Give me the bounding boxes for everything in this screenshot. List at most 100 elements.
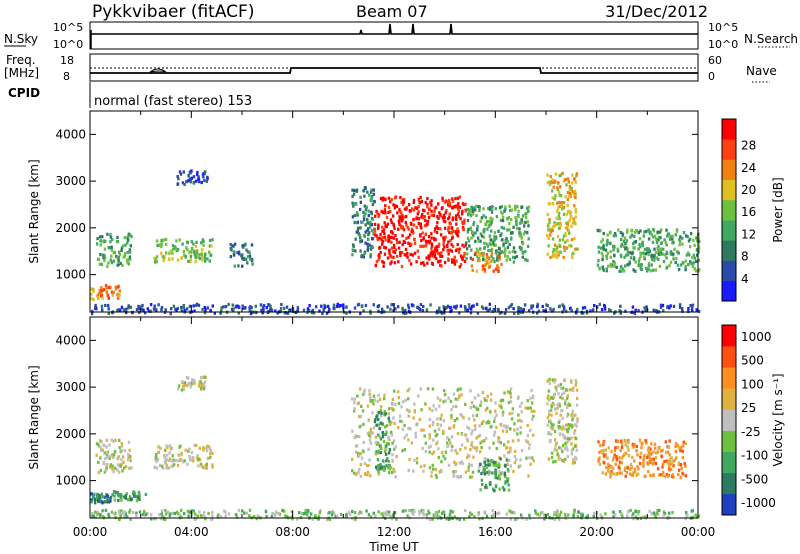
velocity-data-cell (353, 511, 357, 515)
power-data-cell (421, 244, 424, 248)
velocity-data-cell (366, 473, 369, 477)
velocity-data-cell (627, 448, 630, 452)
power-data-cell (435, 245, 439, 249)
power-data-cell (619, 304, 622, 308)
power-data-cell (400, 215, 403, 219)
velocity-data-cell (442, 400, 445, 404)
velocity-data-cell (633, 459, 636, 463)
velocity-data-cell (157, 445, 160, 449)
power-data-cell (430, 203, 433, 207)
power-data-cell (566, 239, 569, 243)
power-data-cell (366, 248, 369, 252)
power-data-cell (443, 200, 447, 204)
velocity-data-cell (662, 513, 665, 517)
power-data-cell (99, 243, 102, 247)
velocity-data-cell (450, 448, 453, 452)
power-data-cell (500, 232, 503, 236)
velocity-data-cell (412, 512, 415, 516)
nsky-panel-frame (89, 21, 699, 50)
power-data-cell (622, 239, 626, 243)
velocity-data-cell (99, 446, 103, 450)
velocity-data-cell (488, 446, 491, 450)
velocity-data-cell (128, 448, 131, 452)
velocity-data-cell (508, 427, 512, 431)
velocity-data-cell (648, 509, 651, 513)
velocity-data-cell (360, 456, 364, 460)
power-data-cell (456, 234, 460, 238)
power-data-cell (510, 217, 513, 222)
velocity-data-cell (482, 419, 485, 424)
velocity-data-cell (558, 446, 561, 450)
power-data-cell (697, 247, 701, 251)
power-data-cell (504, 308, 508, 312)
velocity-data-cell (391, 402, 394, 406)
power-echo-region (96, 232, 133, 268)
power-data-cell (155, 239, 159, 243)
velocity-data-cell (570, 413, 573, 418)
velocity-data-cell (629, 462, 633, 467)
power-data-cell (613, 261, 616, 265)
velocity-data-cell (128, 497, 131, 501)
power-data-cell (381, 307, 384, 311)
velocity-data-cell (553, 517, 557, 521)
velocity-data-cell (186, 509, 190, 513)
power-data-cell (508, 222, 511, 226)
power-data-cell (404, 247, 408, 251)
power-data-cell (681, 307, 684, 311)
velocity-data-cell (570, 423, 573, 427)
power-data-cell (609, 241, 612, 245)
power-data-cell (660, 228, 663, 232)
power-data-cell (169, 312, 172, 316)
power-data-cell (374, 214, 377, 218)
power-data-cell (359, 249, 362, 253)
power-data-cell (423, 263, 426, 267)
power-data-cell (185, 180, 188, 184)
velocity-data-cell (272, 512, 275, 516)
velocity-data-cell (384, 412, 387, 416)
velocity-data-cell (675, 456, 678, 460)
velocity-data-cell (557, 457, 560, 461)
velocity-data-cell (479, 462, 482, 466)
velocity-data-cell (374, 435, 378, 439)
power-data-cell (648, 231, 652, 235)
power-data-cell (192, 250, 196, 254)
power-data-cell (491, 242, 495, 246)
velocity-data-cell (114, 490, 118, 495)
velocity-data-cell (478, 465, 481, 469)
power-data-cell (601, 238, 604, 242)
velocity-data-cell (673, 458, 676, 462)
velocity-data-cell (621, 456, 624, 460)
power-data-cell (647, 228, 650, 232)
velocity-data-cell (387, 412, 390, 416)
power-data-cell (426, 261, 429, 265)
power-data-cell (502, 242, 505, 246)
velocity-data-cell (383, 432, 386, 437)
velocity-data-cell (197, 384, 201, 388)
power-data-cell (560, 201, 564, 205)
power-data-cell (508, 208, 512, 213)
power-data-cell (168, 257, 171, 261)
power-data-cell (659, 248, 662, 252)
velocity-data-cell (96, 510, 99, 514)
velocity-data-cell (635, 473, 638, 477)
velocity-data-cell (455, 404, 458, 409)
velocity-data-cell (392, 467, 395, 471)
xtick-label: 16:00 (478, 525, 513, 539)
power-data-cell (382, 264, 385, 268)
velocity-data-cell (440, 469, 443, 473)
power-data-cell (450, 243, 453, 247)
power-data-cell (422, 244, 426, 248)
velocity-data-cell (153, 517, 156, 521)
velocity-data-cell (652, 511, 656, 515)
power-data-cell (115, 254, 118, 258)
power-data-cell (187, 179, 190, 183)
power-data-cell (612, 244, 615, 248)
power-data-cell (631, 305, 635, 309)
power-data-cell (422, 304, 425, 309)
velocity-data-cell (431, 387, 435, 391)
velocity-data-cell (668, 511, 671, 515)
velocity-data-cell (164, 508, 167, 513)
power-data-cell (444, 235, 447, 239)
power-data-cell (487, 249, 490, 253)
